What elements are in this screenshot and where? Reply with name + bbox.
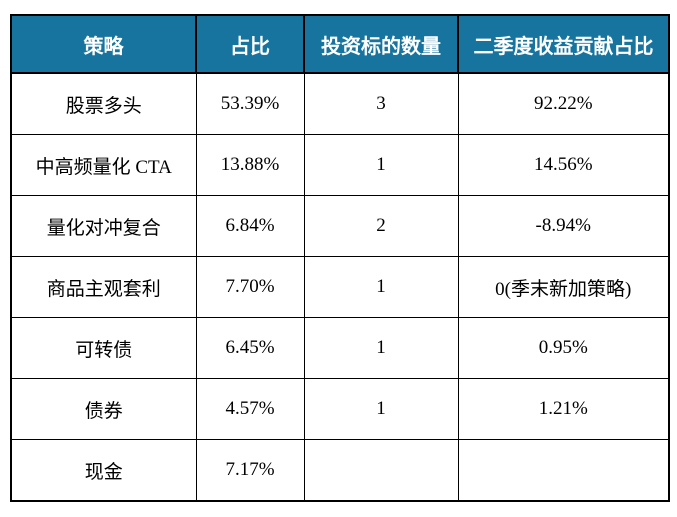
cell-target-count: 1 — [303, 134, 459, 196]
table-row: 现金 7.17% — [10, 439, 670, 502]
table-row: 量化对冲复合 6.84% 2 -8.94% — [10, 195, 670, 257]
table-row: 股票多头 53.39% 3 92.22% — [10, 72, 670, 135]
header-cell-q2-contribution: 二季度收益贡献占比 — [457, 14, 670, 74]
cell-q2-contribution: 14.56% — [457, 134, 670, 196]
cell-strategy: 量化对冲复合 — [10, 195, 197, 257]
table-row: 中高频量化 CTA 13.88% 1 14.56% — [10, 134, 670, 196]
cell-strategy: 中高频量化 CTA — [10, 134, 197, 196]
cell-strategy: 债券 — [10, 378, 197, 440]
cell-proportion: 6.84% — [195, 195, 305, 257]
table-row: 商品主观套利 7.70% 1 0(季末新加策略) — [10, 256, 670, 318]
cell-q2-contribution: 0(季末新加策略) — [457, 256, 670, 318]
table-body: 股票多头 53.39% 3 92.22% 中高频量化 CTA 13.88% 1 … — [10, 72, 670, 502]
cell-q2-contribution: 0.95% — [457, 317, 670, 379]
cell-proportion: 53.39% — [195, 72, 305, 135]
cell-target-count: 1 — [303, 256, 459, 318]
cell-proportion: 7.70% — [195, 256, 305, 318]
table-row: 可转债 6.45% 1 0.95% — [10, 317, 670, 379]
strategy-allocation-table: 策略 占比 投资标的数量 二季度收益贡献占比 股票多头 53.39% 3 92.… — [10, 14, 670, 502]
strategy-allocation-table-container: 策略 占比 投资标的数量 二季度收益贡献占比 股票多头 53.39% 3 92.… — [10, 14, 670, 502]
cell-target-count — [303, 439, 459, 502]
header-cell-target-count: 投资标的数量 — [303, 14, 459, 74]
cell-target-count: 3 — [303, 72, 459, 135]
cell-strategy: 商品主观套利 — [10, 256, 197, 318]
cell-proportion: 13.88% — [195, 134, 305, 196]
cell-target-count: 1 — [303, 378, 459, 440]
cell-q2-contribution: 92.22% — [457, 72, 670, 135]
cell-strategy: 可转债 — [10, 317, 197, 379]
cell-strategy: 股票多头 — [10, 72, 197, 135]
header-cell-proportion: 占比 — [195, 14, 305, 74]
cell-strategy: 现金 — [10, 439, 197, 502]
cell-proportion: 6.45% — [195, 317, 305, 379]
table-row: 债券 4.57% 1 1.21% — [10, 378, 670, 440]
cell-target-count: 1 — [303, 317, 459, 379]
header-cell-strategy: 策略 — [10, 14, 197, 74]
table-header: 策略 占比 投资标的数量 二季度收益贡献占比 — [10, 14, 670, 74]
header-row: 策略 占比 投资标的数量 二季度收益贡献占比 — [10, 14, 670, 74]
cell-q2-contribution: 1.21% — [457, 378, 670, 440]
cell-proportion: 7.17% — [195, 439, 305, 502]
cell-target-count: 2 — [303, 195, 459, 257]
cell-q2-contribution: -8.94% — [457, 195, 670, 257]
cell-q2-contribution — [457, 439, 670, 502]
cell-proportion: 4.57% — [195, 378, 305, 440]
